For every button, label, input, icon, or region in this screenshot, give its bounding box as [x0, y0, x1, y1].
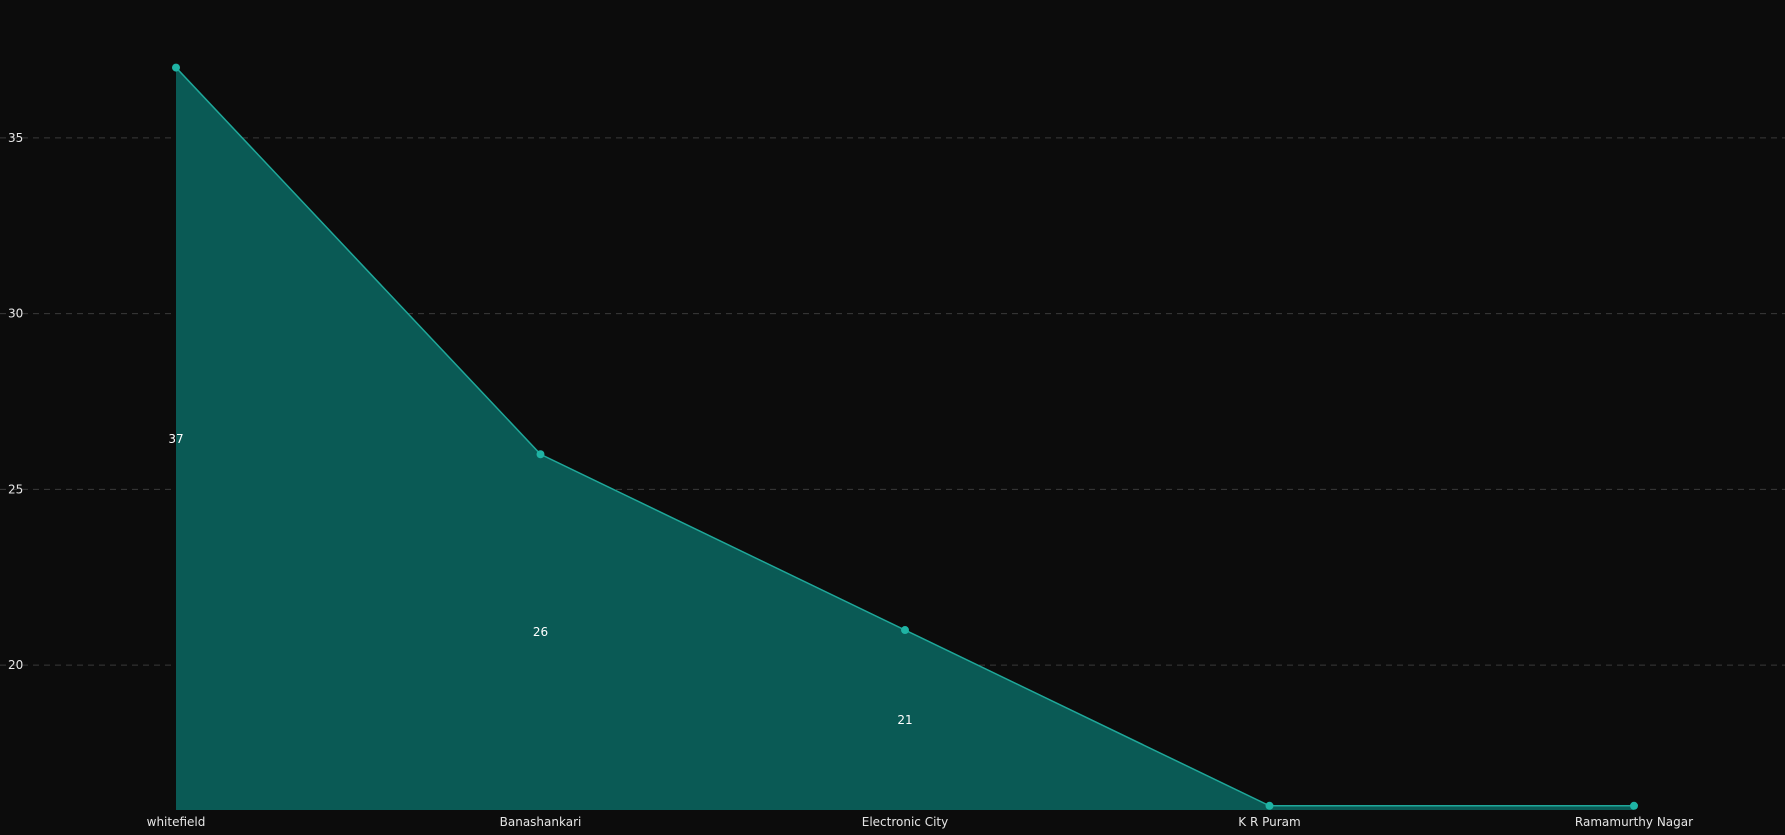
y-tick-label: 30	[8, 307, 23, 321]
data-label: 26	[533, 625, 548, 639]
data-point-k-r-puram[interactable]	[1265, 801, 1274, 810]
data-labels: 37 26 21	[168, 432, 912, 727]
y-tick-label: 35	[8, 131, 23, 145]
x-tick-label: Banashankari	[500, 815, 582, 829]
markers	[172, 63, 1638, 810]
x-tick-label: K R Puram	[1238, 815, 1300, 829]
y-tick-label: 25	[8, 482, 23, 496]
y-axis-ticks: 20 25 30 35	[8, 131, 23, 672]
x-tick-label: Ramamurthy Nagar	[1575, 815, 1693, 829]
y-tick-label: 20	[8, 658, 23, 672]
data-point-whitefield[interactable]	[172, 63, 180, 72]
area-fill	[176, 67, 1634, 811]
data-label: 21	[897, 713, 912, 727]
data-label: 37	[168, 432, 183, 446]
data-point-banashankari[interactable]	[536, 450, 545, 459]
x-tick-label: whitefield	[147, 815, 206, 829]
x-tick-label: Electronic City	[862, 815, 948, 829]
data-point-ramamurthy-nagar[interactable]	[1630, 801, 1638, 810]
x-axis-ticks: whitefield Banashankari Electronic City K R…	[147, 815, 1694, 829]
data-point-electronic-city[interactable]	[901, 626, 909, 635]
